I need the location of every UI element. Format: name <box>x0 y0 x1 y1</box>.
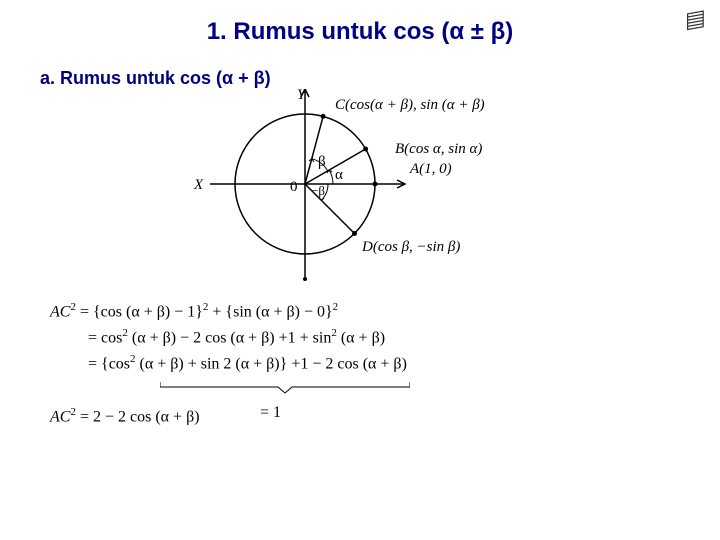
circle-svg <box>210 89 410 289</box>
underbrace <box>160 380 410 394</box>
point-a-label: A(1, 0) <box>410 161 452 178</box>
unit-circle-diagram: Y X 0 β α −β C(cos(α + β), sin (α + β) B… <box>0 89 720 289</box>
alpha-label: α <box>335 167 343 184</box>
corner-icon: ▤ <box>685 4 706 34</box>
section-subtitle: a. Rumus untuk cos (α + β) <box>40 68 720 89</box>
point-b-label: B(cos α, sin α) <box>395 141 482 158</box>
point-c-label: C(cos(α + β), sin (α + β) <box>335 97 485 114</box>
eq-line-1: AC2 = {cos (α + β) − 1}2 + {sin (α + β) … <box>50 299 720 325</box>
eq-line-3: = {cos2 (α + β) + sin 2 (α + β)} +1 − 2 … <box>50 351 720 377</box>
y-axis-label: Y <box>297 87 305 104</box>
beta-label: β <box>318 154 326 171</box>
point-d-label: D(cos β, −sin β) <box>362 239 460 256</box>
neg-beta-label: −β <box>311 183 325 199</box>
page-title: 1. Rumus untuk cos (α ± β) <box>0 0 720 46</box>
eq-line-2: = cos2 (α + β) − 2 cos (α + β) +1 + sin2… <box>50 325 720 351</box>
equations-block: AC2 = {cos (α + β) − 1}2 + {sin (α + β) … <box>50 299 720 430</box>
origin-label: 0 <box>290 179 298 196</box>
x-axis-label: X <box>194 177 203 194</box>
eq-line-4: AC2 = 2 − 2 cos (α + β) <box>50 404 720 430</box>
